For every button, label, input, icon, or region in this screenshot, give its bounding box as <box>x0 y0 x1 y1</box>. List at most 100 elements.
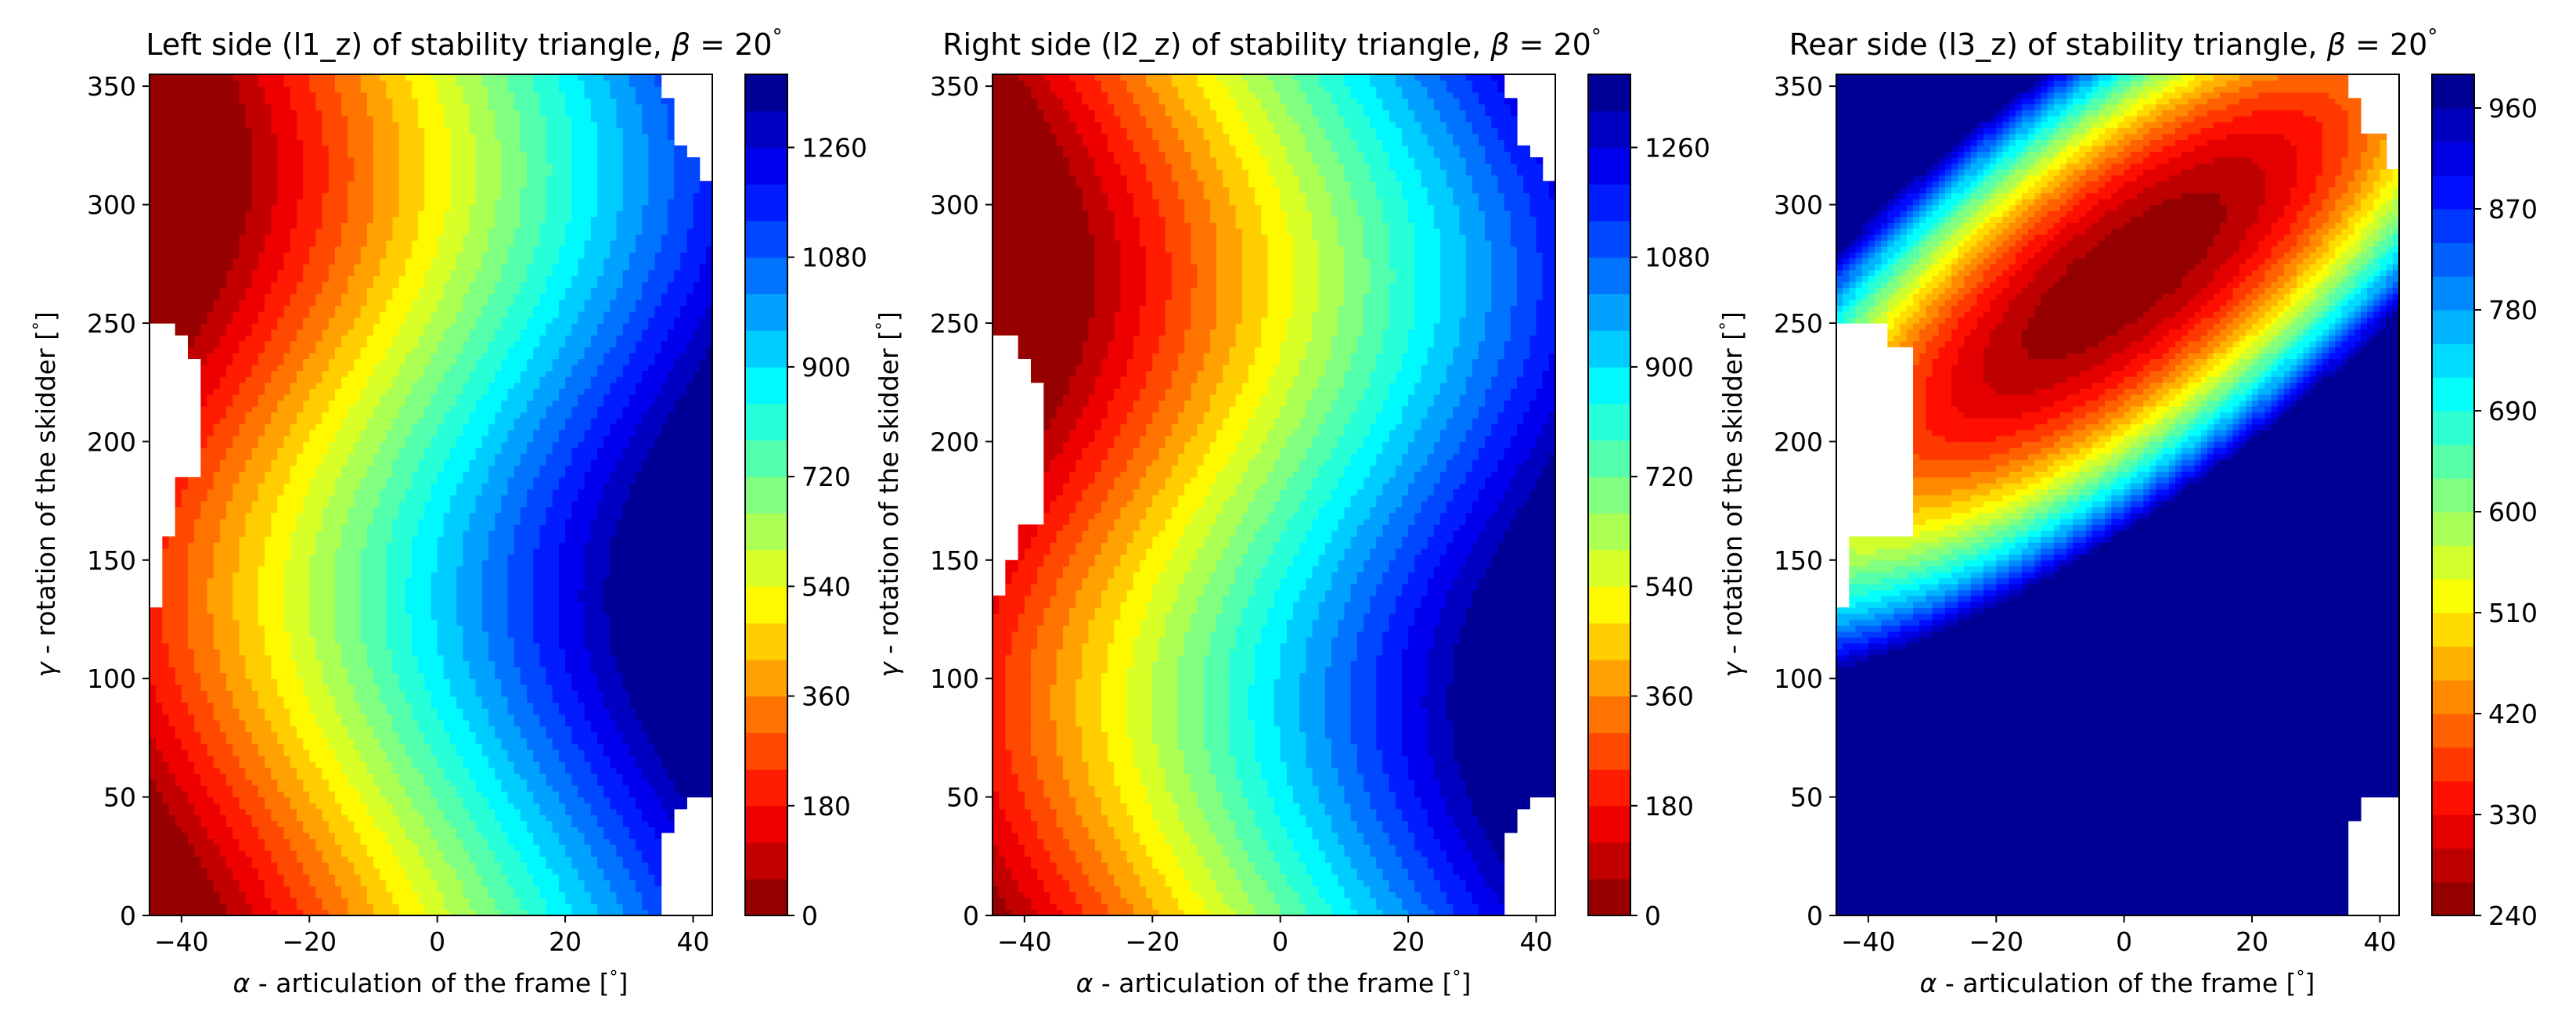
contour-cell <box>366 844 374 851</box>
contour-cell <box>251 909 259 916</box>
contour-cell <box>495 803 502 810</box>
contour-cell <box>539 879 547 887</box>
contour-cell <box>603 826 611 833</box>
contour-cell <box>501 750 509 757</box>
contour-cell <box>507 833 515 840</box>
contour-cell <box>469 601 477 608</box>
contour-cell <box>450 850 457 857</box>
contour-cell <box>552 589 560 596</box>
contour-cell <box>507 714 515 721</box>
contour-cell <box>654 649 662 656</box>
contour-cell <box>348 625 355 632</box>
contour-cell <box>456 844 463 851</box>
contour-cell <box>271 879 279 887</box>
contour-cell <box>635 637 643 644</box>
contour-cell <box>450 891 457 898</box>
contour-cell <box>456 625 463 632</box>
contour-cell <box>392 803 400 810</box>
contour-cell <box>328 619 336 626</box>
contour-cell <box>661 743 668 750</box>
contour-cell <box>705 667 713 674</box>
contour-cell <box>348 767 355 774</box>
contour-cell <box>334 631 342 638</box>
contour-cell <box>290 589 297 596</box>
contour-cell <box>168 667 176 674</box>
contour-cell <box>571 625 579 632</box>
contour-cell <box>654 595 662 602</box>
contour-cell <box>258 607 265 614</box>
contour-cell <box>488 720 495 727</box>
contour-cell <box>194 874 201 881</box>
contour-cell <box>481 601 489 608</box>
contour-cell <box>239 702 247 709</box>
contour-cell <box>265 649 272 656</box>
contour-cell <box>622 779 630 786</box>
contour-cell <box>546 601 553 608</box>
contour-cell <box>360 820 368 828</box>
contour-cell <box>495 708 502 715</box>
contour-cell <box>635 619 643 626</box>
contour-cell <box>188 667 195 674</box>
contour-cell <box>539 589 547 596</box>
contour-cell <box>431 838 438 845</box>
contour-cell <box>418 672 425 679</box>
contour-cell <box>558 667 566 674</box>
contour-cell <box>411 767 419 774</box>
contour-cell <box>334 820 342 828</box>
contour-cell <box>539 702 547 709</box>
contour-cell <box>226 684 233 691</box>
contour-cell <box>450 714 457 721</box>
contour-cell <box>258 743 265 750</box>
contour-cell <box>424 856 432 863</box>
contour-cell <box>648 672 656 679</box>
contour-cell <box>437 909 445 916</box>
contour-cell <box>303 649 310 656</box>
contour-cell <box>309 897 317 905</box>
contour-cell <box>635 690 643 697</box>
contour-cell <box>156 737 163 745</box>
contour-cell <box>232 613 240 620</box>
contour-cell <box>686 619 694 626</box>
contour-cell <box>469 750 477 757</box>
contour-cell <box>705 672 713 679</box>
contour-cell <box>469 607 477 614</box>
contour-cell <box>431 808 438 815</box>
contour-cell <box>513 773 521 780</box>
contour-cell <box>667 820 675 828</box>
contour-cell <box>450 649 457 656</box>
contour-cell <box>590 649 598 656</box>
contour-cell <box>629 838 636 845</box>
contour-cell <box>463 861 470 869</box>
contour-cell <box>495 750 502 757</box>
contour-cell <box>150 886 157 893</box>
contour-cell <box>366 791 374 798</box>
contour-cell <box>366 737 374 745</box>
contour-cell <box>162 874 170 881</box>
contour-cell <box>200 607 208 614</box>
contour-cell <box>271 750 279 757</box>
contour-cell <box>373 844 380 851</box>
contour-cell <box>590 755 598 762</box>
contour-cell <box>437 797 445 804</box>
contour-cell <box>437 589 445 596</box>
contour-cell <box>610 625 618 632</box>
contour-cell <box>418 613 425 620</box>
contour-cell <box>303 779 310 786</box>
contour-cell <box>635 660 643 667</box>
contour-cell <box>481 868 489 875</box>
contour-cell <box>437 838 445 845</box>
contour-cell <box>610 696 618 703</box>
contour-cell <box>546 897 553 905</box>
contour-cell <box>290 773 297 780</box>
contour-cell <box>175 737 182 745</box>
contour-cell <box>245 613 253 620</box>
contour-cell <box>584 856 592 863</box>
contour-cell <box>699 732 707 739</box>
contour-cell <box>680 720 687 727</box>
contour-cell <box>437 820 445 828</box>
contour-cell <box>341 761 348 768</box>
contour-cell <box>463 667 470 674</box>
contour-cell <box>424 737 432 745</box>
contour-cell <box>571 660 579 667</box>
contour-cell <box>194 844 201 851</box>
